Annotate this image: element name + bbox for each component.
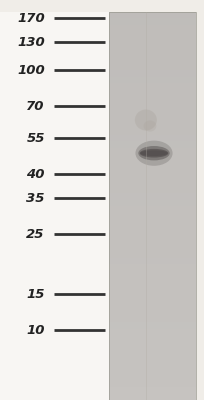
Bar <box>109 394 196 400</box>
Bar <box>109 290 196 296</box>
Bar <box>109 12 196 18</box>
Bar <box>109 245 196 251</box>
Bar <box>109 206 196 212</box>
Bar <box>109 12 196 400</box>
Bar <box>109 277 196 284</box>
Bar <box>109 90 196 96</box>
Bar <box>109 368 196 374</box>
Ellipse shape <box>144 120 156 132</box>
Bar <box>109 25 196 31</box>
Bar <box>109 322 196 329</box>
Text: 70: 70 <box>26 100 45 112</box>
Text: 40: 40 <box>26 168 45 180</box>
Bar <box>109 284 196 290</box>
Bar <box>109 238 196 245</box>
Bar <box>109 355 196 361</box>
Bar <box>109 219 196 226</box>
Text: 10: 10 <box>26 324 45 336</box>
Bar <box>109 342 196 348</box>
Bar <box>109 174 196 180</box>
Ellipse shape <box>140 150 168 156</box>
Bar <box>109 77 196 83</box>
Bar <box>109 387 196 394</box>
Bar <box>109 335 196 342</box>
Bar <box>109 116 196 122</box>
Bar <box>109 361 196 368</box>
Bar <box>109 186 196 193</box>
Ellipse shape <box>135 110 157 130</box>
Bar <box>109 193 196 200</box>
Ellipse shape <box>140 149 168 158</box>
Bar <box>109 141 196 148</box>
Text: 35: 35 <box>26 192 45 204</box>
Bar <box>109 12 196 400</box>
Bar <box>109 51 196 57</box>
Bar <box>109 109 196 116</box>
Bar <box>109 226 196 232</box>
Bar <box>109 32 196 38</box>
Text: 130: 130 <box>17 36 45 48</box>
Bar <box>109 296 196 303</box>
Bar <box>109 251 196 258</box>
Bar <box>109 102 196 109</box>
Bar <box>109 329 196 335</box>
Bar <box>109 310 196 316</box>
Bar <box>109 135 196 141</box>
Bar <box>109 348 196 355</box>
Bar <box>109 70 196 77</box>
Bar <box>109 128 196 135</box>
Bar <box>109 64 196 70</box>
Bar <box>109 154 196 161</box>
Bar <box>109 122 196 128</box>
Text: 55: 55 <box>26 132 45 144</box>
Ellipse shape <box>135 140 173 166</box>
Bar <box>109 96 196 102</box>
Bar <box>109 57 196 64</box>
Bar <box>0 12 109 400</box>
Bar <box>109 303 196 310</box>
Bar <box>109 148 196 154</box>
Text: 100: 100 <box>17 64 45 76</box>
Bar <box>109 167 196 174</box>
Bar <box>109 212 196 219</box>
Bar <box>109 271 196 277</box>
Bar <box>109 316 196 322</box>
Bar <box>109 258 196 264</box>
Ellipse shape <box>138 146 170 160</box>
Text: 15: 15 <box>26 288 45 300</box>
Bar <box>109 161 196 167</box>
Bar <box>109 381 196 387</box>
Text: 170: 170 <box>17 12 45 24</box>
Bar <box>109 232 196 238</box>
Text: 25: 25 <box>26 228 45 240</box>
Bar <box>109 44 196 51</box>
Bar <box>109 264 196 271</box>
Bar <box>109 200 196 206</box>
Bar <box>109 374 196 381</box>
Bar <box>109 83 196 90</box>
Bar <box>109 180 196 186</box>
Bar <box>109 38 196 44</box>
Bar <box>109 18 196 25</box>
